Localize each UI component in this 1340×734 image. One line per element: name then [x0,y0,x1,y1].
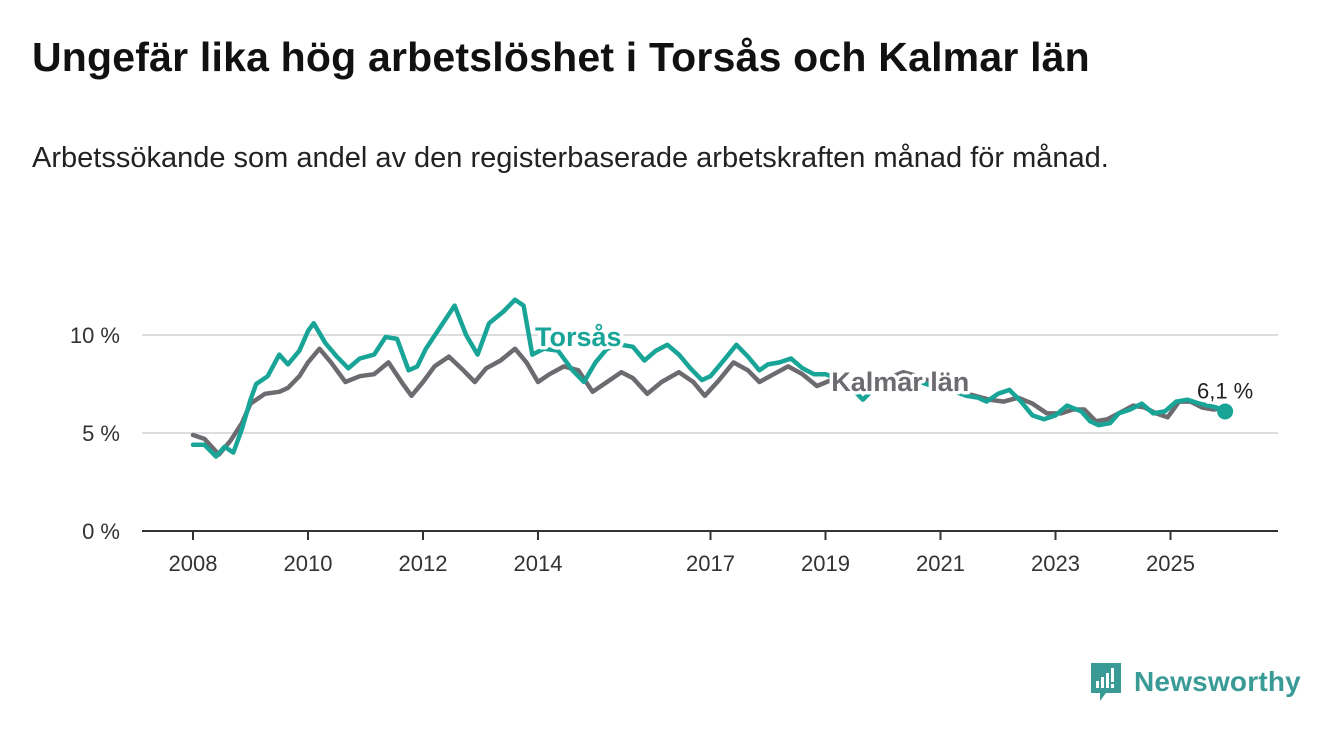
x-tick-label: 2010 [284,551,333,576]
x-tick-label: 2017 [686,551,735,576]
series-label-torsås: Torsås [535,322,622,352]
series-lines [190,297,1228,459]
y-tick-label: 0 % [82,519,120,544]
x-tick-label: 2012 [399,551,448,576]
newsworthy-logo-icon [1091,663,1121,701]
x-tick-label: 2025 [1146,551,1195,576]
x-tick-label: 2014 [514,551,563,576]
x-tick-label: 2008 [169,551,218,576]
brand-name: Newsworthy [1134,666,1301,697]
end-value-label: 6,1 % [1197,378,1253,403]
series-line-torsås [190,297,1228,459]
x-tick-label: 2019 [801,551,850,576]
series-line-kalmar-län [190,346,1228,457]
x-tick-label: 2023 [1031,551,1080,576]
series-label-kalmar-län: Kalmar län [831,367,969,397]
end-point-marker [1217,403,1234,420]
axes: 0 % 5 % 10 % 2008 2010 2012 2014 2017 2019 2021 20… [70,323,1278,576]
x-tick-label: 2021 [916,551,965,576]
grid-lines [142,334,1278,434]
y-tick-label: 10 % [70,323,120,348]
y-tick-label: 5 % [82,421,120,446]
chart-subtitle: Arbetssökande som andel av den registerb… [32,142,1109,174]
chart-title: Ungefär lika hög arbetslöshet i Torsås o… [32,34,1090,80]
newsworthy-brand: Newsworthy [1088,660,1301,704]
series-labels: Torsås Kalmar län 6,1 % [531,318,1256,420]
